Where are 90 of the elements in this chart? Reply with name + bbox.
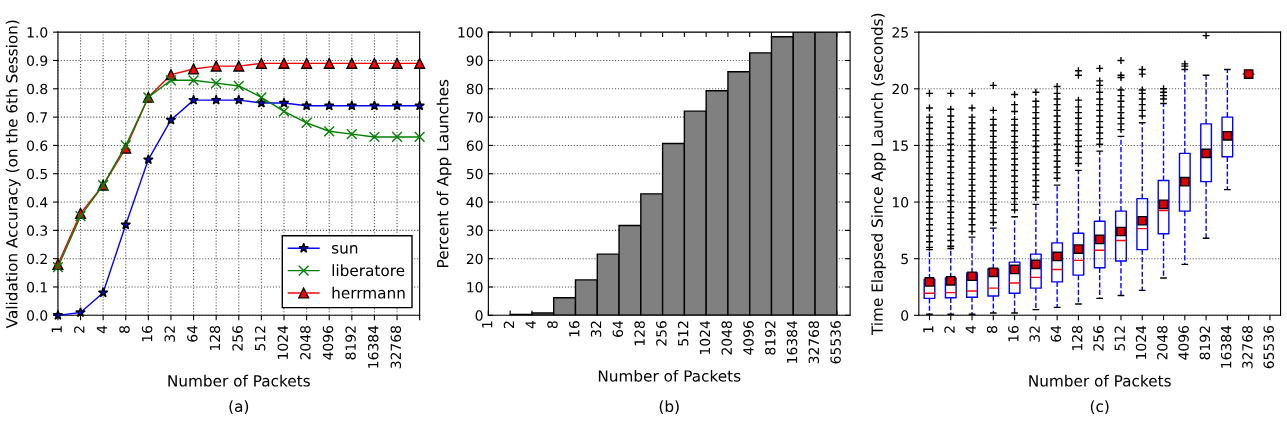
x-tick-label: 1024 (277, 325, 289, 359)
x-tick-label: 8192 (765, 321, 776, 355)
x-tick-label: 128 (1071, 325, 1083, 351)
x-tick-label: 1 (923, 326, 934, 333)
x-tick-label: 2 (503, 321, 514, 328)
x-tick-label: 256 (232, 325, 243, 351)
x-tick-label: 65536 (1263, 325, 1274, 369)
x-tick-label: 4096 (743, 321, 754, 355)
legend-label: sun (332, 244, 358, 254)
x-axis-title: Number of Packets (168, 374, 310, 387)
y-tick-label: 25 (892, 27, 908, 38)
x-tick-label: 16384 (1220, 325, 1232, 368)
y-axis-title: Percent of App Launches (436, 79, 452, 267)
y-tick-label: 0 (901, 310, 909, 321)
y-tick-label: 40 (466, 197, 483, 208)
y-tick-label: 60 (466, 140, 483, 151)
x-tick-label: 1 (482, 321, 493, 328)
x-tick-label: 2 (74, 326, 85, 333)
x-tick-label: 512 (677, 321, 689, 346)
x-tick-label: 256 (656, 321, 667, 346)
y-tick-label: 0.0 (27, 310, 48, 321)
x-tick-label: 32768 (390, 325, 402, 369)
x-tick-label: 1024 (1135, 325, 1147, 359)
x-tick-label: 4096 (322, 325, 334, 360)
x-tick-label: 128 (209, 325, 221, 351)
x-tick-label: 4096 (1178, 325, 1189, 360)
text: (c) (1090, 400, 1109, 414)
y-tick-label: 0.9 (27, 55, 48, 66)
x-tick-label: 32768 (1242, 325, 1253, 369)
x-tick-label: 65536 (830, 321, 841, 364)
x-tick-label: 512 (254, 326, 266, 351)
x-tick-label: 512 (1114, 326, 1126, 351)
x-axis-title: Number of Packets (1029, 374, 1171, 387)
y-tick-label: 0.7 (27, 112, 48, 123)
x-tick-label: 4 (965, 325, 976, 334)
y-tick-label: 0.4 (27, 197, 48, 208)
x-tick-label: 64 (1050, 325, 1062, 342)
y-tick-label: 0.2 (27, 253, 47, 265)
y-tick-label: 20 (466, 253, 483, 265)
y-axis-title: Validation Accuracy (on the 6th Session) (5, 20, 21, 329)
x-tick-label: 8192 (345, 326, 356, 360)
x-tick-label: 256 (1093, 325, 1104, 351)
y-tick-label: 80 (466, 83, 483, 95)
y-tick-label: 0.3 (27, 225, 48, 236)
x-tick-label: 16 (1008, 325, 1019, 342)
y-tick-label: 30 (466, 225, 483, 236)
y-tick-label: 10 (467, 281, 483, 293)
y-tick-label: 10 (892, 197, 909, 208)
x-tick-label: 1024 (699, 320, 711, 354)
legend-label: liberatore (332, 264, 405, 277)
y-tick-label: 100 (458, 27, 483, 38)
y-tick-label: 90 (466, 55, 483, 66)
y-tick-label: 20 (892, 83, 909, 95)
x-tick-label: 2048 (721, 321, 732, 355)
x-tick-label: 4 (96, 325, 107, 334)
x-axis-title: Number of Packets (598, 369, 741, 382)
y-tick-label: 0.6 (27, 140, 48, 151)
x-tick-label: 2 (944, 326, 955, 333)
y-tick-label: 0 (475, 310, 483, 321)
text: (b) (659, 400, 679, 414)
x-tick-label: 8192 (1199, 326, 1211, 360)
x-tick-label: 32 (164, 326, 175, 342)
y-tick-label: 0.8 (27, 83, 48, 95)
x-tick-label: 2048 (300, 325, 311, 360)
x-tick-label: 2048 (1157, 325, 1168, 360)
x-tick-label: 16 (569, 321, 580, 337)
x-tick-label: 8 (547, 321, 558, 329)
x-tick-label: 16 (141, 325, 153, 342)
y-tick-label: 1.0 (27, 27, 48, 38)
x-tick-label: 32 (1029, 326, 1040, 342)
y-tick-label: 50 (466, 168, 483, 180)
y-tick-label: 5 (901, 253, 908, 265)
x-tick-label: 64 (612, 320, 624, 337)
x-tick-label: 128 (634, 321, 645, 346)
x-tick-label: 1 (51, 326, 62, 333)
y-tick-label: 0.5 (27, 168, 47, 180)
x-tick-label: 16384 (786, 320, 798, 363)
x-tick-label: 64 (187, 325, 198, 342)
x-tick-label: 8 (986, 325, 998, 333)
x-tick-label: 8 (119, 325, 130, 333)
x-tick-label: 4 (525, 320, 536, 329)
text: (a) (229, 400, 249, 414)
x-tick-label: 16384 (367, 325, 379, 368)
y-tick-label: 0.1 (27, 281, 47, 293)
x-tick-label: 32768 (808, 321, 820, 364)
y-axis-title: Time Elapsed Since App Launch (seconds) (871, 13, 886, 336)
y-tick-label: 70 (466, 112, 483, 123)
legend-label: herrmann (332, 286, 405, 299)
x-tick-label: 32 (590, 321, 602, 337)
y-tick-label: 15 (892, 140, 908, 151)
